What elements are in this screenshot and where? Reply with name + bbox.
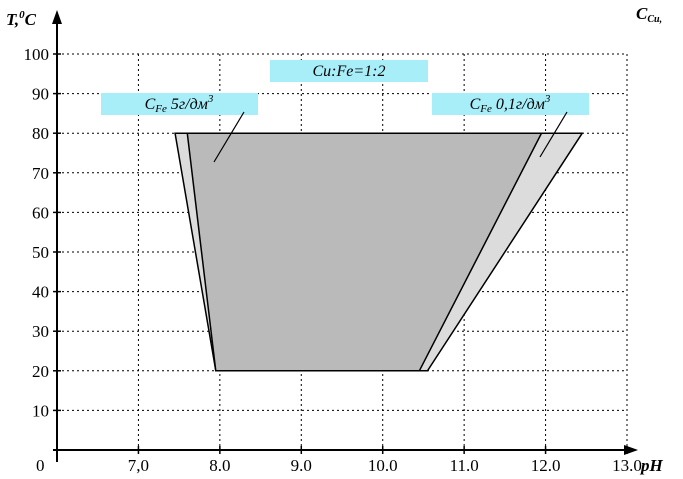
x-tick-label: 9.0 [291, 456, 312, 475]
x-tick-label: 11.0 [450, 456, 479, 475]
x-tick-label: 12.0 [531, 456, 561, 475]
corner-label: CCu, [636, 4, 662, 25]
origin-label: 0 [36, 456, 45, 475]
leader-line-0-1 [539, 111, 568, 158]
y-tick-label: 80 [32, 124, 49, 143]
y-tick-label: 30 [32, 322, 49, 341]
region-cfe-5 [186, 132, 543, 372]
y-tick-labels: 10 20 30 40 50 60 70 80 90 100 [24, 45, 61, 420]
x-tick-label: 7,0 [128, 456, 149, 475]
y-tick-label: 40 [32, 283, 49, 302]
y-tick-label: 10 [32, 401, 49, 420]
x-tick-label: 10.0 [368, 456, 398, 475]
series-0-1-label-box [432, 93, 589, 115]
ratio-label-box [270, 60, 428, 82]
y-tick-label: 60 [32, 203, 49, 222]
x-tick-label: 13.0 [612, 456, 642, 475]
series-0-1-label: CFe 0,1г/дм3 [470, 93, 551, 115]
ratio-label: Cu:Fe=1:2 [313, 63, 386, 80]
x-axis-title: pH [639, 456, 664, 475]
leader-line-5 [213, 111, 245, 163]
x-axis-arrow [624, 445, 638, 455]
series-5-label: CFe 5г/дм3 [145, 93, 214, 115]
y-tick-label: 50 [32, 243, 49, 262]
y-tick-label: 70 [32, 164, 49, 183]
y-axis-title: T,0C [6, 9, 37, 29]
y-tick-label: 100 [24, 45, 50, 64]
y-tick-label: 90 [32, 85, 49, 104]
x-tick-label: 8.0 [209, 456, 230, 475]
x-tick-labels: 7,0 8.0 9.0 10.0 11.0 12.0 13.0 [128, 446, 642, 475]
series-5-label-box [101, 93, 258, 115]
y-axis-arrow [52, 10, 62, 24]
y-tick-label: 20 [32, 362, 49, 381]
